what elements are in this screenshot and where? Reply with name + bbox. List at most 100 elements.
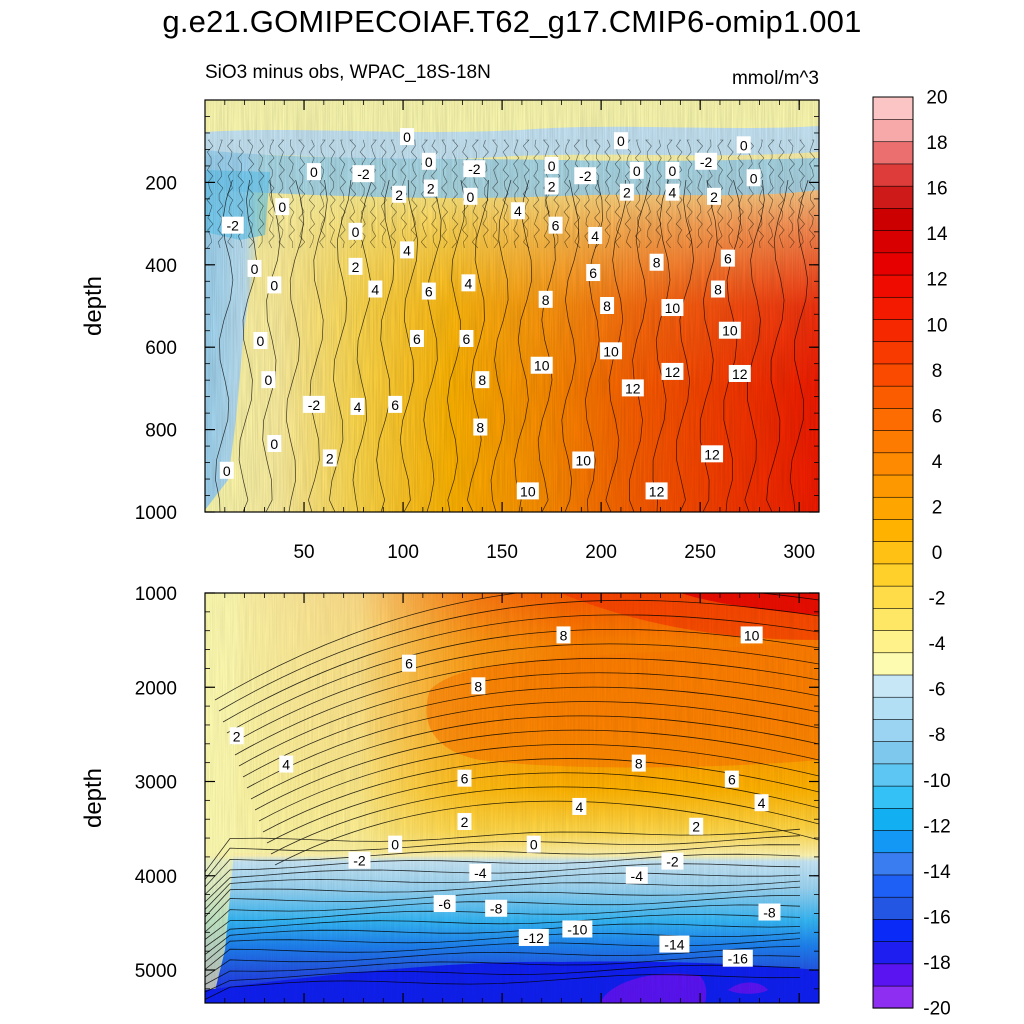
upper-contour-line	[318, 139, 326, 249]
upper-contour-line	[216, 139, 224, 249]
colorbar-swatch	[872, 585, 914, 609]
contour-label: 2	[229, 727, 244, 745]
contour-label: 8	[631, 754, 646, 772]
upper-contour-fill	[205, 100, 819, 512]
y-tick-label: 3000	[135, 773, 177, 794]
contour-label: 2	[348, 257, 363, 275]
contour-label: 6	[548, 216, 563, 234]
colorbar-tick-label: -8	[929, 725, 946, 746]
upper-contour-line	[238, 179, 257, 512]
svg-text:-2: -2	[468, 161, 481, 177]
svg-text:-2: -2	[357, 166, 370, 182]
svg-text:0: 0	[223, 463, 231, 479]
svg-text:6: 6	[552, 218, 560, 234]
upper-contour-line	[298, 139, 306, 249]
colorbar-swatch	[872, 829, 914, 854]
colorbar: 20181614121086420-2-4-6-8-10-12-14-16-18…	[872, 88, 951, 1020]
colorbar-swatch	[872, 941, 914, 965]
upper-contour-line	[514, 179, 533, 512]
upper-contour-line	[629, 179, 651, 512]
colorbar-swatch	[872, 985, 914, 1009]
x-tick-label: 100	[387, 542, 419, 563]
upper-contour-line	[329, 139, 336, 249]
svg-text:-2: -2	[700, 154, 713, 170]
colorbar-tick-label: 14	[926, 224, 948, 245]
lower-contour-line	[205, 955, 801, 985]
contour-label: 8	[556, 626, 571, 644]
svg-text:-4: -4	[631, 868, 644, 884]
contour-label: -6	[433, 895, 456, 913]
svg-text:6: 6	[589, 265, 597, 281]
colorbar-swatch	[872, 896, 914, 920]
upper-contour-line	[410, 139, 418, 249]
upper-contour-line	[777, 139, 785, 249]
contour-label: 4	[368, 280, 383, 298]
svg-text:2: 2	[461, 814, 469, 830]
contour-label: 0	[526, 835, 541, 853]
contour-label: -2	[463, 160, 486, 178]
colorbar-swatch	[872, 207, 914, 231]
contour-label: 0	[613, 132, 628, 150]
colorbar-tick-label: 18	[926, 133, 947, 154]
colorbar-tick-label: 20	[926, 88, 947, 109]
svg-text:2: 2	[233, 728, 241, 744]
upper-contour-line	[380, 139, 387, 249]
upper-contour-line	[339, 139, 346, 249]
colorbar-swatch	[872, 341, 914, 365]
upper-contour-line	[726, 139, 734, 249]
contour-label: 4	[510, 202, 525, 220]
colorbar-swatch	[872, 474, 914, 498]
contour-label: 0	[267, 276, 282, 294]
colorbar-swatch	[872, 807, 914, 831]
svg-text:0: 0	[310, 164, 318, 180]
upper-contour-line	[789, 179, 809, 512]
subtitle-variable: SiO3 minus obs, WPAC_18S-18N	[205, 62, 491, 83]
x-tick-label: 50	[293, 542, 314, 563]
y-tick-label: 2000	[135, 678, 177, 699]
colorbar-swatch	[872, 274, 914, 298]
upper-contour-line	[563, 139, 571, 249]
contour-label: -2	[221, 216, 244, 234]
upper-contour-line	[686, 139, 693, 249]
upper-contour-line	[267, 139, 275, 249]
upper-contour-line	[308, 179, 328, 512]
colorbar-tick-label: 8	[932, 361, 943, 382]
colorbar-tick-label: -16	[923, 907, 950, 928]
svg-text:-4: -4	[474, 865, 487, 881]
upper-contour-line	[467, 179, 489, 512]
upper-contour-line	[285, 179, 305, 512]
colorbar-swatch	[872, 496, 914, 520]
contour-label: 6	[586, 264, 601, 282]
svg-text:0: 0	[391, 837, 399, 853]
contour-label: 6	[409, 329, 424, 347]
contour-label: 4	[588, 226, 603, 244]
svg-text:10: 10	[744, 627, 760, 643]
upper-contour-line	[278, 139, 285, 249]
svg-text:0: 0	[403, 129, 411, 145]
svg-text:6: 6	[728, 772, 736, 788]
svg-text:0: 0	[740, 137, 748, 153]
svg-text:6: 6	[391, 397, 399, 413]
svg-text:-2: -2	[666, 854, 679, 870]
svg-text:2: 2	[352, 259, 360, 275]
colorbar-tick-label: -10	[923, 771, 950, 792]
subtitle-units: mmol/m^3	[731, 68, 819, 89]
contour-label: -4	[625, 866, 648, 884]
svg-text:12: 12	[704, 446, 720, 462]
upper-contour-line	[447, 179, 466, 512]
svg-text:0: 0	[750, 170, 758, 186]
lower-contour-line	[205, 886, 801, 925]
lower-contour-line	[250, 715, 819, 800]
svg-text:4: 4	[354, 399, 362, 415]
contour-label: -2	[302, 395, 325, 413]
colorbar-swatch	[872, 407, 914, 431]
upper-contour-line	[808, 139, 816, 249]
contour-label: -2	[661, 852, 684, 870]
contour-label: 10	[516, 482, 539, 500]
lower-contour-line	[222, 614, 819, 723]
svg-text:4: 4	[591, 228, 599, 244]
colorbar-swatch	[872, 718, 914, 742]
svg-text:0: 0	[352, 224, 360, 240]
